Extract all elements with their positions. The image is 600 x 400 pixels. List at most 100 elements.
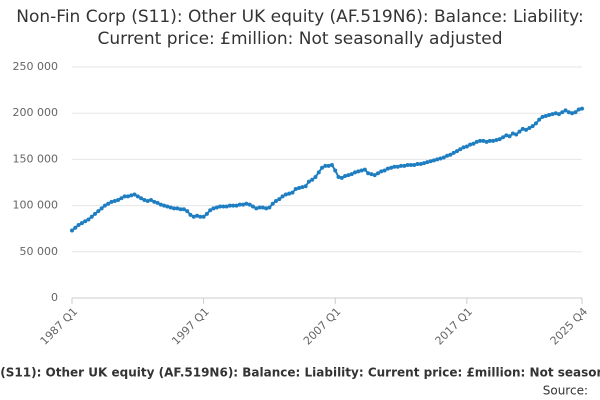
point <box>573 110 578 115</box>
point <box>204 211 209 216</box>
point <box>580 106 584 111</box>
point <box>362 167 367 172</box>
point <box>178 207 183 212</box>
point <box>376 171 380 176</box>
point <box>116 198 121 203</box>
point <box>323 163 328 168</box>
point <box>461 145 466 150</box>
point <box>93 211 98 216</box>
point <box>484 139 489 144</box>
point <box>369 172 374 177</box>
point <box>165 204 170 209</box>
point <box>329 162 334 167</box>
point <box>198 214 203 219</box>
point <box>418 162 423 167</box>
point <box>264 206 269 211</box>
point <box>267 205 272 210</box>
point <box>451 150 456 155</box>
point <box>405 162 410 167</box>
legend-entry: Non-Fin Corp (S11): Other UK equity (AF.… <box>0 366 600 380</box>
source: Source: <box>543 384 588 398</box>
point <box>70 228 74 233</box>
point <box>119 196 124 201</box>
point <box>221 204 226 209</box>
y-tick-label: 250 000 <box>13 60 59 73</box>
point <box>517 129 522 134</box>
point <box>122 194 127 199</box>
point <box>257 205 262 210</box>
point <box>277 197 282 202</box>
point <box>211 206 216 211</box>
point <box>297 186 302 191</box>
point <box>227 203 232 208</box>
point <box>158 202 163 207</box>
point <box>112 198 117 203</box>
point <box>356 169 361 174</box>
point <box>547 113 552 118</box>
point <box>408 162 413 167</box>
point <box>168 205 173 210</box>
point <box>392 164 397 169</box>
point <box>379 169 384 174</box>
point <box>445 153 450 158</box>
point <box>402 163 407 168</box>
point <box>537 117 542 122</box>
point <box>514 132 519 137</box>
point <box>283 192 288 197</box>
point <box>102 203 107 208</box>
point <box>280 194 285 199</box>
point <box>99 206 104 211</box>
point <box>468 142 473 147</box>
point <box>326 163 331 168</box>
point <box>162 203 167 208</box>
point <box>89 214 94 219</box>
point <box>231 203 236 208</box>
point <box>346 173 351 178</box>
point <box>293 186 298 191</box>
x-tick-label: 2017 Q1 <box>433 305 476 348</box>
point <box>224 204 229 209</box>
point <box>570 111 575 116</box>
point <box>214 205 219 210</box>
point <box>339 175 344 180</box>
point <box>464 144 469 149</box>
point <box>142 198 147 203</box>
y-tick-label: 150 000 <box>13 152 59 165</box>
point <box>79 221 84 226</box>
point <box>290 190 295 195</box>
point <box>422 161 427 166</box>
point <box>234 203 239 208</box>
point <box>306 179 311 184</box>
point <box>129 193 134 198</box>
point <box>431 158 436 163</box>
x-tick-label: 2007 Q1 <box>301 305 344 348</box>
point <box>250 204 255 209</box>
point <box>135 194 140 199</box>
point <box>382 168 387 173</box>
point <box>152 199 157 204</box>
y-tick-label: 200 000 <box>13 106 59 119</box>
point <box>109 199 114 204</box>
point <box>507 134 512 139</box>
point <box>497 137 502 142</box>
line <box>71 107 583 232</box>
point <box>313 174 318 179</box>
point <box>303 184 308 189</box>
point <box>553 111 558 116</box>
point <box>550 112 555 117</box>
point <box>287 191 292 196</box>
point <box>520 126 525 131</box>
point <box>395 164 400 169</box>
point <box>310 177 315 182</box>
y-tick-label: 0 <box>51 291 58 304</box>
point <box>145 198 150 203</box>
point <box>556 112 561 117</box>
point <box>540 114 545 119</box>
y-tick-label: 100 000 <box>13 199 59 212</box>
point <box>172 206 176 211</box>
point <box>139 196 144 201</box>
point <box>501 135 506 140</box>
point <box>132 192 137 197</box>
